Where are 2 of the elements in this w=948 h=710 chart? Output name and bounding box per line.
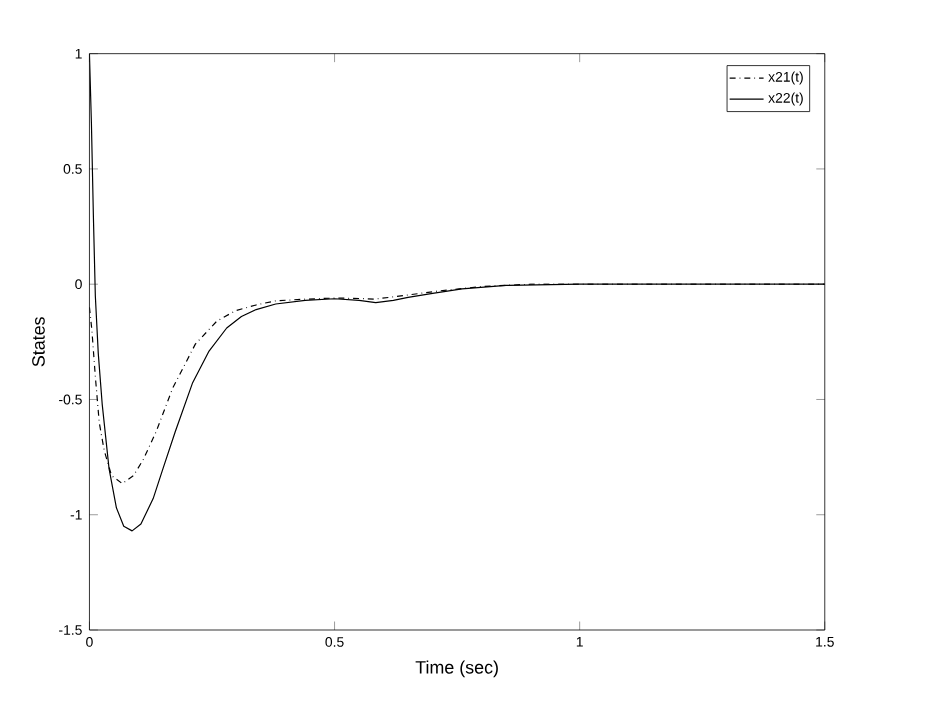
x-axis-title: Time (sec)	[415, 660, 498, 678]
y-axis-title: States	[32, 317, 45, 367]
